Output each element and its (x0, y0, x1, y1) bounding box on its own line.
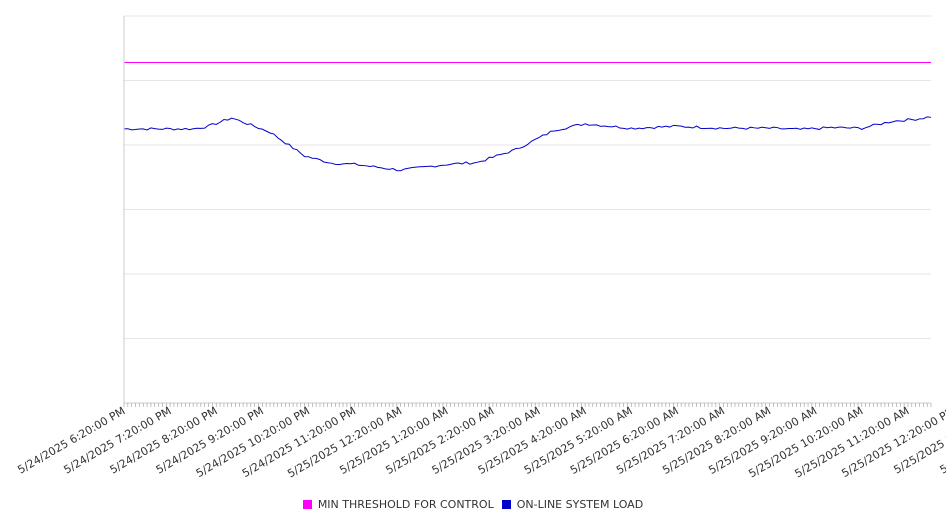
gridlines (124, 15, 931, 404)
legend-label-system-load: ON-LINE SYSTEM LOAD (516, 498, 644, 511)
legend-label-threshold: MIN THRESHOLD FOR CONTROL (317, 498, 494, 511)
legend: MIN THRESHOLD FOR CONTROL ON-LINE SYSTEM… (0, 498, 946, 511)
series-layer (123, 61, 932, 172)
legend-swatch-threshold (302, 500, 312, 509)
legend-item-threshold[interactable]: MIN THRESHOLD FOR CONTROL (302, 498, 494, 511)
x-axis: 5/24/2025 6:20:00 PM5/24/2025 7:20:00 PM… (15, 16, 946, 481)
legend-swatch-system-load (501, 500, 511, 509)
series-line-system-load (123, 116, 932, 172)
legend-item-system-load[interactable]: ON-LINE SYSTEM LOAD (501, 498, 644, 511)
